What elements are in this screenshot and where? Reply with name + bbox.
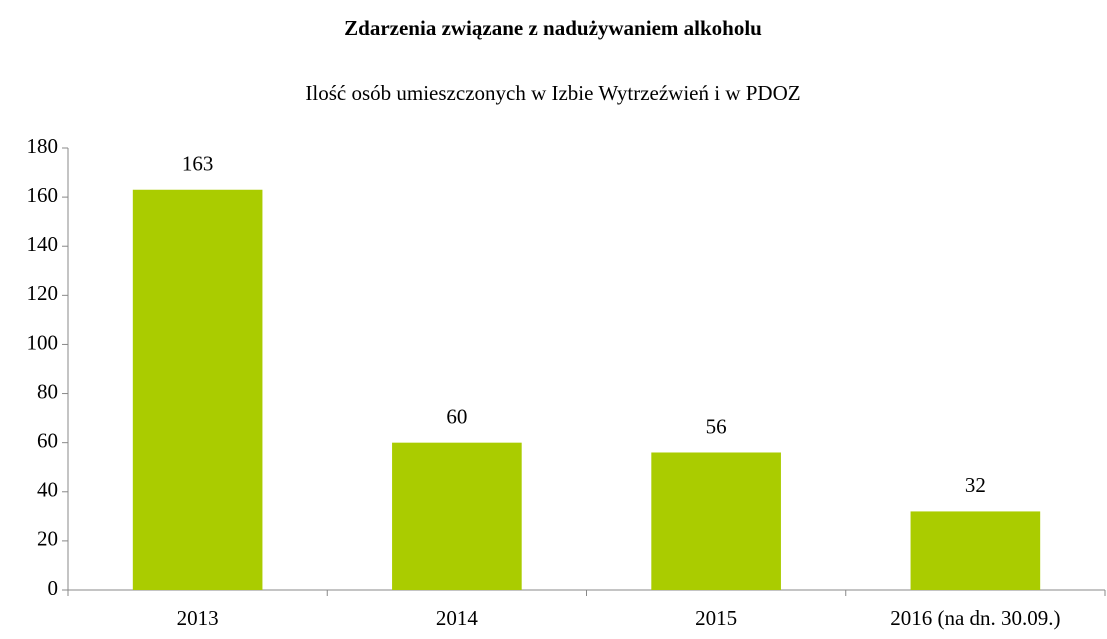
bar — [910, 511, 1041, 590]
x-tick-label: 2015 — [695, 606, 737, 630]
x-tick-label: 2016 (na dn. 30.09.) — [890, 606, 1060, 630]
y-tick-label: 60 — [37, 428, 58, 452]
y-tick-label: 100 — [27, 330, 59, 354]
y-tick-label: 80 — [37, 379, 58, 403]
y-tick-label: 40 — [37, 478, 58, 502]
data-label: 60 — [446, 404, 467, 428]
bar — [392, 442, 522, 590]
chart-title: Zdarzenia związane z nadużywaniem alkoho… — [344, 16, 762, 40]
data-label: 56 — [706, 414, 727, 438]
bar — [132, 189, 263, 590]
bar — [651, 452, 781, 590]
x-tick-label: 2013 — [177, 606, 219, 630]
x-tick-label: 2014 — [436, 606, 479, 630]
y-tick-label: 0 — [48, 576, 59, 600]
y-tick-label: 20 — [37, 527, 58, 551]
y-tick-label: 120 — [27, 281, 59, 305]
data-label: 32 — [965, 473, 986, 497]
chart-subtitle: Ilość osób umieszczonych w Izbie Wytrzeź… — [305, 81, 800, 105]
y-tick-label: 160 — [27, 183, 59, 207]
data-label: 163 — [182, 152, 214, 176]
y-tick-label: 140 — [27, 232, 59, 256]
y-tick-label: 180 — [27, 134, 59, 158]
